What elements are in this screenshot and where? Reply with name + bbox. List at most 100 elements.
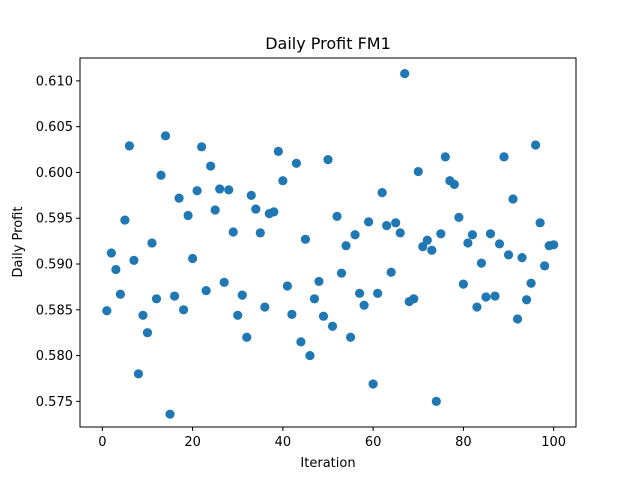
y-tick-label: 0.580 xyxy=(36,349,73,364)
data-point xyxy=(278,176,288,186)
data-point xyxy=(178,305,189,315)
data-point xyxy=(314,276,324,287)
chart-title: Daily Profit FM1 xyxy=(265,34,391,53)
data-point xyxy=(431,396,441,406)
data-point xyxy=(142,328,153,338)
data-point xyxy=(106,248,116,258)
data-point xyxy=(458,279,468,289)
data-point xyxy=(549,240,559,250)
data-point xyxy=(354,288,365,298)
data-point xyxy=(481,292,491,302)
data-point xyxy=(332,211,342,222)
data-point xyxy=(382,220,392,231)
data-point xyxy=(345,332,356,342)
y-tick-label: 0.595 xyxy=(36,212,73,227)
data-point xyxy=(273,146,283,156)
x-tick-label: 80 xyxy=(455,435,472,450)
x-axis: 0 20 40 60 80 100 xyxy=(98,427,566,450)
data-point xyxy=(409,294,419,304)
data-point xyxy=(521,295,532,305)
data-point xyxy=(183,210,193,221)
y-axis-title: Daily Profit xyxy=(11,207,26,278)
data-point xyxy=(260,302,270,312)
data-point xyxy=(472,302,482,312)
data-point xyxy=(395,228,405,238)
data-point xyxy=(391,218,401,228)
x-axis-title: Iteration xyxy=(300,456,355,471)
data-point xyxy=(476,258,487,268)
data-point xyxy=(336,268,347,278)
y-tick-label: 0.605 xyxy=(36,120,73,135)
data-point xyxy=(147,238,157,248)
data-point xyxy=(210,205,220,215)
data-point xyxy=(133,369,144,379)
data-point xyxy=(115,289,125,299)
data-point xyxy=(436,229,446,239)
plot-frame xyxy=(79,57,577,428)
data-point xyxy=(296,337,306,347)
y-tick-label: 0.610 xyxy=(36,74,73,89)
data-point xyxy=(305,350,315,361)
data-point xyxy=(350,230,360,240)
data-point xyxy=(165,409,175,419)
data-point xyxy=(237,290,247,300)
data-point xyxy=(327,321,338,331)
x-tick-label: 40 xyxy=(275,435,292,450)
data-point xyxy=(526,278,536,288)
data-point xyxy=(359,300,369,310)
data-point xyxy=(512,314,523,324)
data-point xyxy=(418,242,428,252)
data-point xyxy=(535,218,545,228)
data-point xyxy=(422,235,432,245)
data-point xyxy=(138,310,148,320)
data-point xyxy=(287,309,297,319)
data-point xyxy=(188,253,198,264)
data-point xyxy=(246,190,256,200)
data-point xyxy=(499,152,509,162)
data-point xyxy=(449,179,459,189)
data-point xyxy=(467,230,478,240)
data-points xyxy=(102,68,559,419)
data-point xyxy=(463,238,473,248)
data-point xyxy=(517,253,527,263)
data-point xyxy=(251,204,261,214)
data-point xyxy=(215,184,225,194)
data-point xyxy=(192,186,202,196)
data-point xyxy=(156,170,166,180)
data-point xyxy=(503,250,514,260)
data-point xyxy=(224,185,234,195)
data-point xyxy=(269,207,279,217)
data-point xyxy=(341,241,351,251)
data-point xyxy=(386,267,396,277)
data-point xyxy=(169,291,180,301)
data-point xyxy=(282,281,292,291)
data-point xyxy=(309,294,320,304)
data-point xyxy=(228,227,238,237)
data-point xyxy=(508,194,518,204)
data-point xyxy=(102,306,112,316)
data-point xyxy=(440,152,450,162)
y-tick-label: 0.600 xyxy=(36,166,73,181)
data-point xyxy=(124,141,135,151)
data-point xyxy=(174,193,184,203)
data-point xyxy=(364,217,374,227)
x-tick-label: 100 xyxy=(541,435,566,450)
data-point xyxy=(318,311,329,321)
data-point xyxy=(377,187,387,198)
x-tick-label: 0 xyxy=(98,435,106,450)
data-point xyxy=(485,229,496,239)
data-point xyxy=(201,285,211,296)
data-point xyxy=(323,155,333,165)
data-point xyxy=(129,255,139,265)
data-point xyxy=(400,68,410,79)
data-point xyxy=(151,294,162,304)
data-point xyxy=(111,264,121,275)
data-point xyxy=(373,288,383,298)
data-point xyxy=(197,142,207,152)
y-tick-label: 0.585 xyxy=(36,303,73,318)
data-point xyxy=(490,291,500,301)
y-tick-label: 0.590 xyxy=(36,258,73,273)
data-point xyxy=(531,140,541,150)
data-point xyxy=(413,166,423,177)
data-point xyxy=(255,228,265,238)
